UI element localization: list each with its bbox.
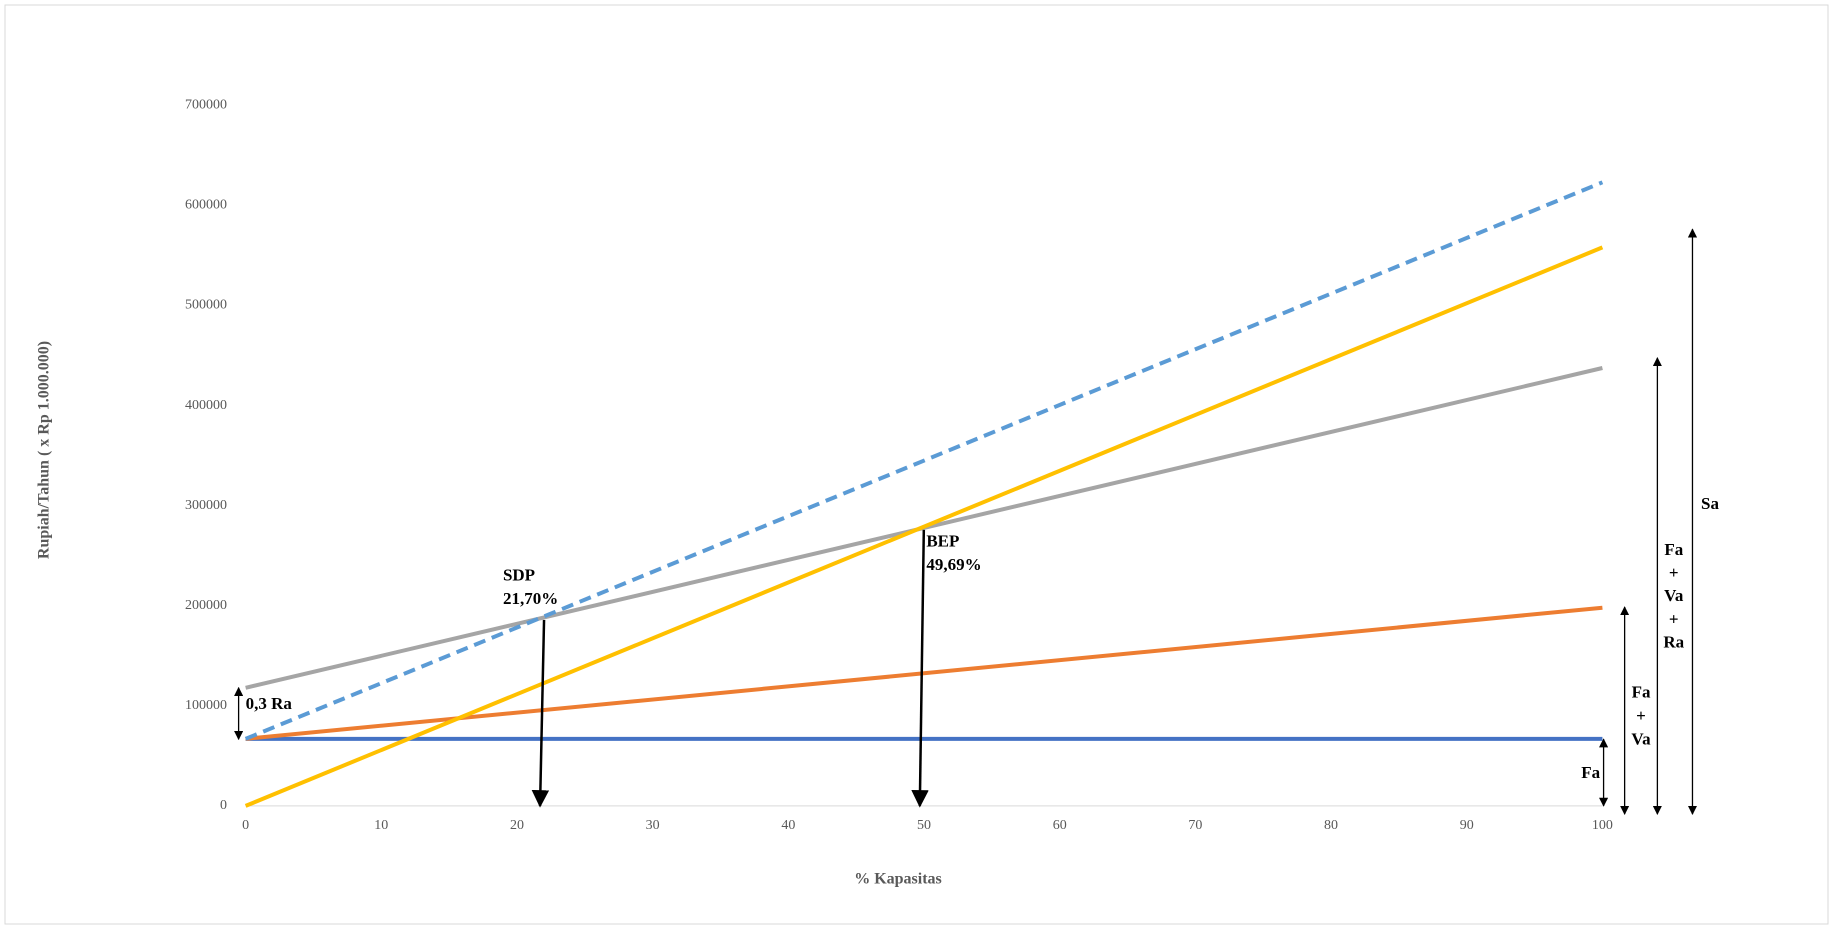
series-line [245, 605, 1603, 741]
x-axis-label: % Kapasitas [854, 871, 942, 888]
annotation-text: + [1669, 563, 1679, 582]
annotation-text: Va [1664, 586, 1684, 605]
y-tick-label: 400000 [185, 398, 227, 413]
annotation-text: 21,70% [503, 589, 558, 608]
y-tick-label: 500000 [185, 298, 227, 313]
y-tick-label: 200000 [185, 598, 227, 613]
annotation-text: + [1636, 706, 1646, 725]
x-tick-label: 30 [646, 818, 660, 833]
annotation-text: BEP [926, 532, 959, 551]
y-tick-label: 300000 [185, 498, 227, 513]
x-tick-label: 40 [781, 818, 795, 833]
annotation-text: Va [1631, 729, 1651, 748]
annotation-text: Fa [1581, 763, 1600, 782]
annotation-text: Ra [1663, 632, 1684, 651]
point-arrow [531, 619, 550, 808]
y-tick-label: 600000 [185, 198, 227, 213]
annotation-text: + [1669, 609, 1679, 628]
x-tick-label: 0 [242, 818, 249, 833]
series-line [244, 180, 1604, 741]
y-axis-label: Rupiah/Tahun ( x Rp 1.000.000) [36, 341, 53, 559]
annotation-text: Fa [1632, 683, 1651, 702]
annotation-text: 0,3 Ra [246, 694, 293, 713]
point-arrow [911, 529, 929, 808]
y-tick-label: 700000 [185, 97, 227, 112]
y-tick-label: 100000 [185, 698, 227, 713]
annotation-text: SDP [503, 566, 535, 585]
x-tick-label: 10 [374, 818, 388, 833]
x-tick-label: 60 [1053, 818, 1067, 833]
x-tick-label: 70 [1188, 818, 1202, 833]
x-tick-label: 20 [510, 818, 524, 833]
annotation-text: Fa [1664, 540, 1683, 559]
x-tick-label: 100 [1592, 818, 1613, 833]
x-tick-label: 50 [917, 818, 931, 833]
annotation-text: 49,69% [926, 555, 981, 574]
annotation-text: Sa [1701, 494, 1719, 513]
x-tick-label: 90 [1460, 818, 1474, 833]
series-line [244, 245, 1604, 808]
y-tick-label: 0 [220, 798, 227, 813]
x-tick-label: 80 [1324, 818, 1338, 833]
